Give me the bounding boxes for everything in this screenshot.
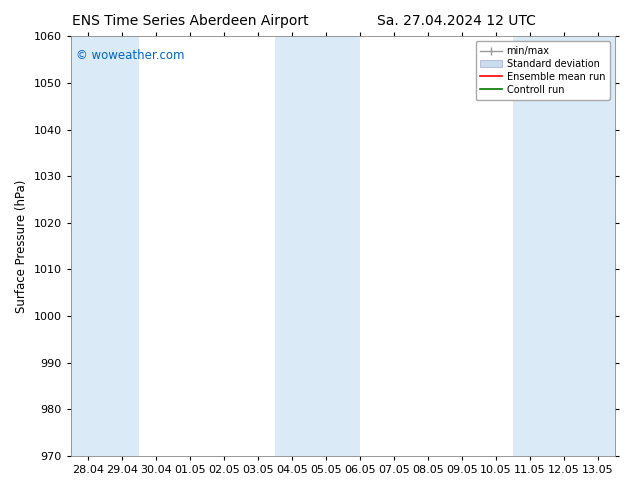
Bar: [71, 36, 139, 456]
Text: Sa. 27.04.2024 12 UTC: Sa. 27.04.2024 12 UTC: [377, 14, 536, 28]
Text: ENS Time Series Aberdeen Airport: ENS Time Series Aberdeen Airport: [72, 14, 309, 28]
Bar: [275, 36, 359, 456]
Text: © woweather.com: © woweather.com: [76, 49, 184, 62]
Bar: [513, 36, 615, 456]
Legend: min/max, Standard deviation, Ensemble mean run, Controll run: min/max, Standard deviation, Ensemble me…: [476, 41, 610, 99]
Y-axis label: Surface Pressure (hPa): Surface Pressure (hPa): [15, 179, 28, 313]
